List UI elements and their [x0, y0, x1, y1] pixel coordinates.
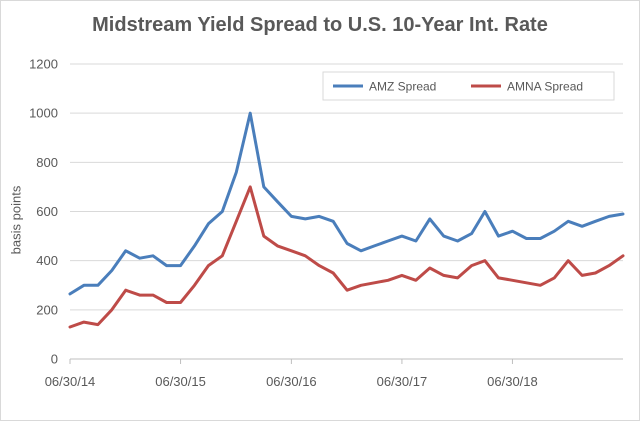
x-axis-ticks: 06/30/14 06/30/15 06/30/16 06/30/17 06/30/18	[45, 359, 538, 389]
series-line-amz	[68, 111, 625, 296]
y-tick-label: 200	[36, 302, 58, 317]
legend-label: AMNA Spread	[507, 80, 583, 94]
y-tick-label: 800	[36, 155, 58, 170]
x-tick-label: 06/30/16	[266, 374, 317, 389]
y-tick-label: 1000	[29, 106, 58, 121]
x-tick-label: 06/30/14	[45, 374, 96, 389]
chart-title: Midstream Yield Spread to U.S. 10-Year I…	[92, 14, 548, 36]
series-line-amna	[68, 185, 625, 329]
x-tick-label: 06/30/15	[155, 374, 206, 389]
y-tick-label: 0	[51, 352, 58, 367]
y-tick-label: 1200	[29, 57, 58, 72]
legend-label: AMZ Spread	[369, 80, 436, 94]
y-tick-label: 400	[36, 253, 58, 268]
y-tick-label: 600	[36, 204, 58, 219]
y-axis-ticks: 0 200 400 600 800 1000 1200	[29, 57, 58, 367]
x-tick-label: 06/30/18	[487, 374, 538, 389]
gridlines	[70, 63, 623, 360]
series-lines	[68, 111, 625, 329]
x-tick-label: 06/30/17	[377, 374, 428, 389]
legend: AMZ Spread AMNA Spread	[322, 71, 615, 101]
legend-box	[322, 71, 615, 101]
